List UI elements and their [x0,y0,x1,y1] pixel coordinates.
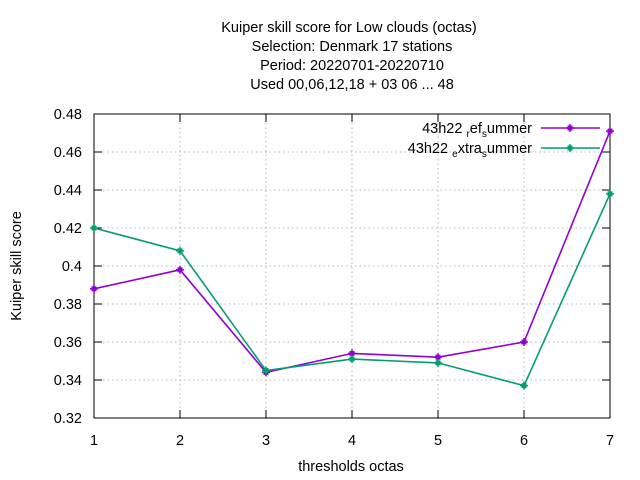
x-tick-label: 5 [434,433,442,449]
title-line-3: Period: 20220701-20220710 [260,58,444,74]
data-point [90,284,98,293]
tick-labels: 1 2 3 4 5 6 7 0.32 0.34 0.36 0.38 0.4 0.42 0.44 0.46 0.… [54,107,614,449]
data-point [606,189,614,198]
x-tick-label: 3 [262,433,270,449]
y-tick-label: 0.42 [54,221,82,237]
data-point [262,366,270,375]
y-tick-label: 0.38 [54,297,82,313]
y-axis-label: Kuiper skill score [9,211,25,321]
grid [94,114,610,418]
y-tick-label: 0.48 [54,107,82,123]
data-point [348,355,356,364]
x-tick-label: 6 [520,433,528,449]
chart-title: Kuiper skill score for Low clouds (octas… [221,20,476,93]
data-point [520,381,528,390]
legend-entry-2: 43h22 extrasummer [408,141,600,160]
title-line-1: Kuiper skill score for Low clouds (octas… [221,20,476,36]
series-layer [90,127,614,390]
x-tick-label: 4 [348,433,356,449]
title-line-2: Selection: Denmark 17 stations [252,39,453,55]
x-axis-label: thresholds octas [298,459,404,475]
data-point [90,224,98,232]
data-point [176,265,184,274]
legend-entry-1: 43h22 refsummer [422,121,600,140]
y-tick-label: 0.34 [54,373,82,389]
legend-label: 43h22 extrasummer [408,141,532,160]
legend-marker [566,144,574,152]
y-tick-label: 0.46 [54,145,82,161]
x-tick-label: 2 [176,433,184,449]
series-1 [90,127,614,377]
plot-border [93,113,611,419]
data-point [176,246,184,255]
x-tick-label: 7 [606,433,614,449]
data-point [520,338,528,346]
legend-marker [566,124,574,132]
y-tick-label: 0.4 [62,259,82,275]
title-line-4: Used 00,06,12,18 + 03 06 ... 48 [250,77,454,93]
y-tick-label: 0.44 [54,183,82,199]
series-line [93,130,611,374]
y-tick-label: 0.36 [54,335,82,351]
x-tick-label: 1 [90,433,98,449]
data-point [606,127,614,136]
y-tick-label: 0.32 [54,411,82,427]
data-point [434,358,442,367]
series-2 [90,189,614,390]
legend-label: 43h22 refsummer [422,121,532,140]
